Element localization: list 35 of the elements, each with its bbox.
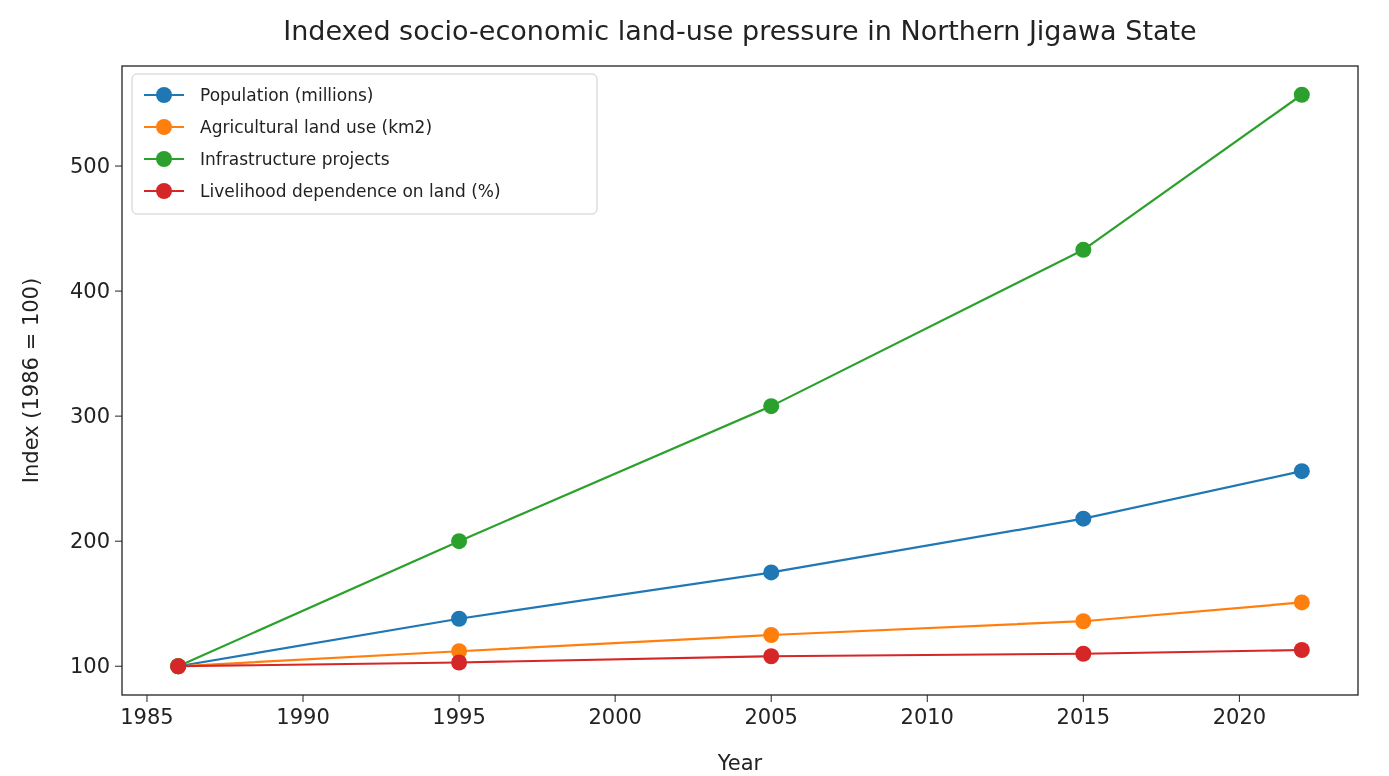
y-tick-label: 500: [69, 154, 110, 179]
y-tick-label: 300: [69, 404, 110, 429]
point: [763, 398, 780, 415]
legend-label: Infrastructure projects: [200, 149, 390, 169]
point: [1075, 613, 1092, 630]
x-tick-label: 2005: [744, 705, 798, 729]
point: [763, 564, 780, 581]
x-axis-title: Year: [716, 751, 763, 775]
y-axis-title: Index (1986 = 100): [19, 277, 43, 484]
point: [763, 648, 780, 665]
point: [451, 610, 468, 627]
legend-label: Population (millions): [200, 85, 374, 105]
point: [451, 654, 468, 671]
x-tick-label: 1990: [276, 705, 330, 729]
chart-title: Indexed socio-economic land-use pressure in Northern Jigawa State: [283, 15, 1197, 46]
y-tick-label: 100: [69, 654, 110, 679]
y-tick-label: 200: [69, 529, 110, 554]
point: [1075, 241, 1092, 258]
legend-label: Agricultural land use (km2): [200, 117, 433, 137]
x-tick-label: 1985: [120, 705, 174, 729]
point: [1075, 510, 1092, 527]
y-tick-label: 400: [69, 279, 110, 304]
legend-label: Livelihood dependence on land (%): [200, 181, 501, 201]
x-tick-label: 2015: [1056, 705, 1111, 729]
x-tick-label: 2010: [900, 705, 954, 729]
point: [1293, 641, 1310, 658]
point: [763, 626, 780, 643]
x-tick-label: 2000: [588, 705, 642, 729]
x-tick-label: 2020: [1212, 705, 1267, 729]
point: [1293, 86, 1310, 103]
point: [1293, 463, 1310, 480]
point: [1075, 645, 1092, 662]
x-tick-label: 1995: [432, 705, 486, 729]
point: [1293, 594, 1310, 611]
point: [451, 533, 468, 550]
